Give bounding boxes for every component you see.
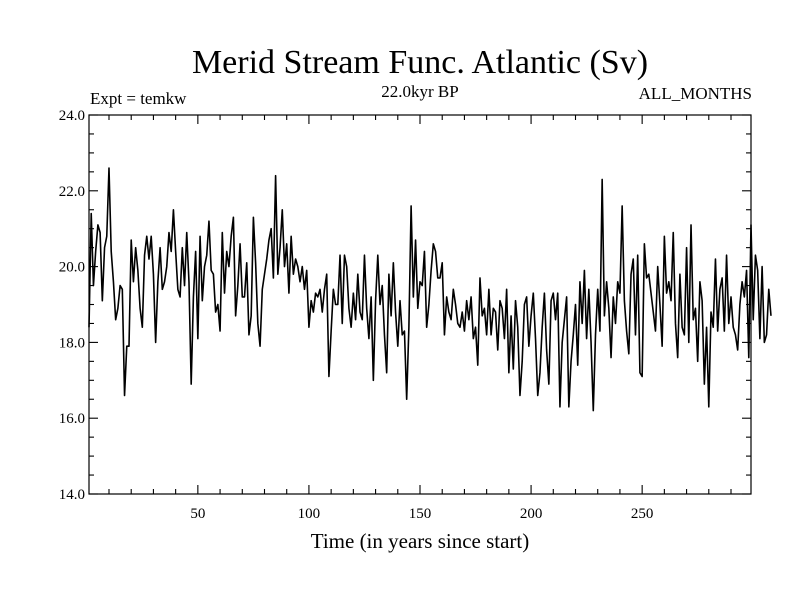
- axis-tick-labels: 14.0 16.0 18.0 20.0 22.0 24.0 50 100 150 200 250: [59, 108, 654, 522]
- y-tick-label: 24.0: [59, 108, 85, 124]
- experiment-label: Expt = temkw: [90, 89, 187, 108]
- months-label: ALL_MONTHS: [639, 84, 752, 103]
- x-tick-label: 150: [409, 506, 432, 522]
- y-tick-label: 18.0: [59, 335, 85, 351]
- series-line: [88, 167, 772, 412]
- x-tick-label: 250: [631, 506, 654, 522]
- plot-frame: [88, 114, 752, 495]
- y-tick-label: 16.0: [59, 411, 85, 427]
- x-tick-label: 100: [298, 506, 321, 522]
- x-tick-label: 50: [190, 506, 205, 522]
- chart-title: Merid Stream Func. Atlantic (Sv): [192, 44, 648, 81]
- x-tick-label: 200: [520, 506, 543, 522]
- y-tick-label: 22.0: [59, 184, 85, 200]
- x-axis-label: Time (in years since start): [311, 529, 530, 553]
- y-tick-label: 14.0: [59, 487, 85, 503]
- period-label: 22.0kyr BP: [381, 82, 458, 101]
- y-tick-label: 20.0: [59, 260, 85, 276]
